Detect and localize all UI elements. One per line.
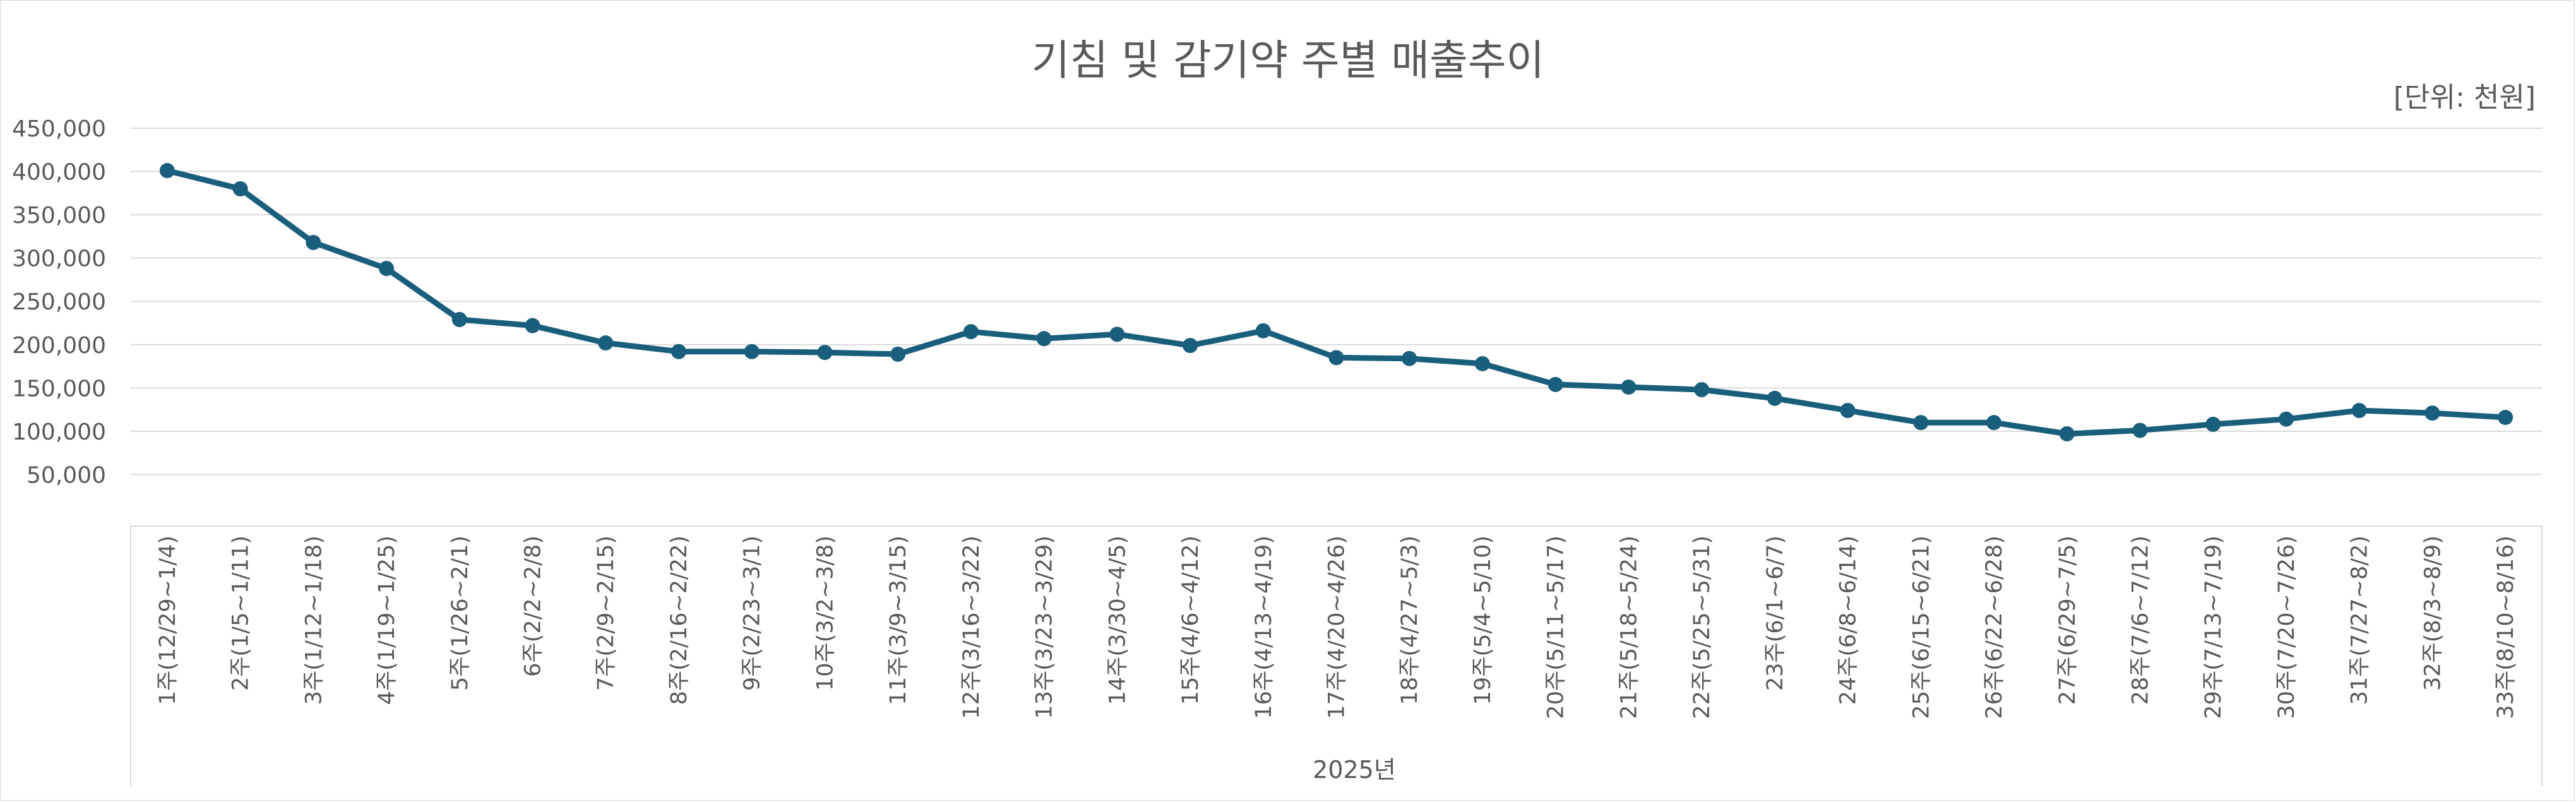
y-tick-label: 100,000 [12, 419, 106, 445]
x-axis [130, 525, 2543, 786]
data-point [2351, 402, 2367, 418]
y-tick-label: 450,000 [12, 116, 106, 142]
chart-title: 기침 및 감기약 주별 매출추이 [1031, 36, 1545, 85]
data-point [1913, 415, 1929, 431]
x-tick-label: 31주(7/27~8/2) [2347, 536, 2373, 705]
data-point [1255, 323, 1271, 338]
data-point [1694, 382, 1710, 398]
data-point [2132, 422, 2148, 438]
unit-note: [단위: 천원] [2393, 81, 2536, 114]
x-tick-label: 17주(4/20~4/26) [1325, 536, 1350, 719]
x-tick-label: 20주(5/11~5/17) [1544, 536, 1569, 719]
data-point [598, 335, 614, 351]
x-tick-label: 8주(2/16~2/22) [667, 536, 692, 705]
x-tick-label: 14주(3/30~4/5) [1105, 536, 1130, 705]
x-axis-title: 2025년 [1313, 756, 1396, 784]
data-point [744, 344, 760, 359]
x-axis-ticks: 1주(12/29~1/4) 2주(1/5~1/11) 3주(1/12~1/18) 4주… [155, 536, 2519, 719]
data-point [2424, 405, 2440, 421]
x-tick-label: 29주(7/13~7/19) [2201, 536, 2226, 719]
x-tick-label: 10주(3/2~3/8) [813, 536, 838, 691]
x-tick-label: 13주(3/23~3/29) [1032, 536, 1058, 719]
data-point [1547, 376, 1563, 392]
data-point [817, 345, 833, 361]
series-line [164, 167, 2508, 437]
data-point [232, 181, 248, 196]
x-tick-label: 24주(6/8~6/14) [1836, 536, 1861, 705]
data-point [2278, 411, 2294, 427]
x-tick-label: 15주(4/6~4/12) [1178, 536, 1203, 705]
data-points [159, 163, 2513, 442]
x-tick-label: 4주(1/19~1/25) [374, 536, 400, 705]
data-point [1840, 402, 1856, 418]
y-axis-ticks: 50,000 100,000 150,000 200,000 250,000 300,00… [12, 116, 106, 488]
data-point [1109, 326, 1125, 342]
data-point [1036, 331, 1052, 347]
x-tick-label: 11주(3/9~3/15) [886, 536, 911, 705]
data-point [671, 344, 686, 359]
y-tick-label: 300,000 [12, 246, 106, 272]
y-tick-label: 250,000 [12, 289, 106, 315]
data-point [1767, 390, 1782, 406]
data-point [159, 163, 175, 179]
x-tick-label: 19주(5/4~5/10) [1470, 536, 1496, 705]
data-point [1986, 415, 2002, 431]
x-tick-label: 3주(1/12~1/18) [301, 536, 326, 705]
y-tick-label: 200,000 [12, 333, 106, 359]
x-tick-label: 12주(3/16~3/22) [959, 536, 984, 719]
y-tick-label: 50,000 [27, 462, 106, 488]
data-point [525, 318, 540, 333]
y-tick-label: 150,000 [12, 376, 106, 402]
x-tick-label: 27주(6/29~7/5) [2055, 536, 2080, 705]
data-point [2205, 416, 2221, 432]
y-tick-label: 400,000 [12, 160, 106, 186]
x-tick-label: 30주(7/20~7/26) [2274, 536, 2299, 719]
x-tick-label: 9주(2/23~3/1) [740, 536, 765, 691]
y-tick-label: 350,000 [12, 203, 106, 229]
x-tick-label: 5주(1/26~2/1) [448, 536, 473, 691]
x-tick-label: 18주(4/27~5/3) [1397, 536, 1422, 705]
x-tick-label: 1주(12/29~1/4) [155, 536, 181, 705]
x-tick-label: 32주(8/3~8/9) [2420, 536, 2445, 691]
data-point [1474, 356, 1490, 371]
x-tick-label: 28주(7/6~7/12) [2128, 536, 2154, 705]
x-tick-label: 16주(4/13~4/19) [1251, 536, 1277, 719]
data-point [451, 312, 467, 328]
data-point [379, 261, 395, 277]
data-point [2059, 426, 2075, 442]
data-point [890, 346, 906, 362]
data-point [306, 234, 321, 250]
x-tick-label: 33주(8/10~8/16) [2493, 536, 2519, 719]
x-tick-label: 2주(1/5~1/11) [229, 536, 254, 691]
data-point [963, 324, 979, 340]
x-tick-label: 21주(5/18~5/24) [1616, 536, 1642, 719]
x-tick-label: 23주(6/1~6/7) [1763, 536, 1788, 691]
series-line-group [164, 167, 2508, 437]
x-tick-label: 25주(6/15~6/21) [1909, 536, 1934, 719]
data-point [1621, 379, 1637, 395]
data-point [1183, 338, 1198, 354]
data-point [1402, 350, 1417, 366]
gridlines [131, 128, 2542, 476]
x-tick-label: 26주(6/22~6/28) [1982, 536, 2007, 719]
x-tick-label: 6주(2/2~2/8) [521, 536, 546, 677]
data-point [1328, 350, 1344, 366]
x-tick-label: 22주(5/25~5/31) [1690, 536, 1715, 719]
data-point [2498, 409, 2513, 425]
x-tick-label: 7주(2/9~2/15) [593, 536, 619, 691]
